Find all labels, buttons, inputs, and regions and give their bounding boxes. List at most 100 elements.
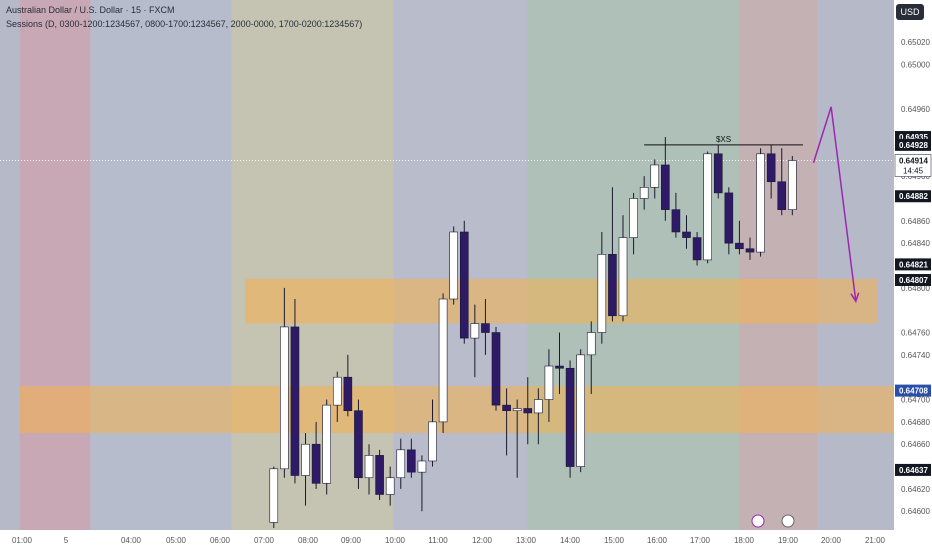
bullish-candle-body (470, 323, 480, 339)
time-tick-label: 20:00 (821, 536, 842, 545)
time-tick-label: 15:00 (604, 536, 625, 545)
bullish-candle-body (576, 354, 585, 467)
bullish-candle-body (650, 164, 660, 188)
price-label-box (895, 258, 931, 271)
bullish-candle-body (788, 160, 797, 210)
candle (385, 466, 395, 506)
sessions-indicator-label: Sessions (D, 0300-1200:1234567, 0800-170… (6, 19, 363, 29)
time-tick-label: 09:00 (341, 536, 362, 545)
bearish-candle-body (407, 449, 416, 473)
time-tick-label: 06:00 (210, 536, 231, 545)
liquidity-label: $XS (716, 135, 731, 144)
projection-arrowhead (850, 292, 860, 303)
session-band (231, 0, 394, 530)
price-label-box (895, 274, 931, 287)
bearish-candle-body (745, 248, 755, 253)
bullish-candle-body (449, 231, 458, 300)
bullish-candle-body (703, 153, 712, 261)
bearish-candle-body (290, 326, 300, 476)
bearish-candle-body (777, 181, 787, 210)
candle (523, 377, 533, 445)
flag-icon (781, 514, 795, 528)
bullish-candle-body (364, 455, 374, 479)
price-label-text: 0.64821 (899, 260, 928, 269)
candle (629, 192, 638, 255)
projection-path (812, 106, 857, 302)
candle (565, 360, 575, 478)
time-tick-label: 21:00 (865, 536, 886, 545)
bullish-candle-body (586, 332, 596, 356)
price-tick-label: 0.64860 (901, 217, 930, 226)
bearish-candle-body (502, 404, 511, 412)
price-label: 0.64807 (895, 274, 931, 287)
candle (597, 231, 607, 344)
price-label-text: 0.64928 (899, 141, 928, 150)
candle (322, 399, 331, 495)
price-label-text: 0.64708 (899, 387, 928, 396)
candle (576, 349, 585, 473)
price-label: 0.64882 (895, 190, 931, 203)
bearish-candle-body (692, 237, 702, 261)
candle (692, 231, 702, 266)
bearish-candle-body (565, 367, 575, 467)
candle (703, 151, 712, 264)
time-tick-label: 07:00 (254, 536, 275, 545)
candle (449, 226, 458, 305)
candle (354, 399, 363, 489)
bearish-candle-body (682, 231, 691, 238)
price-label-text: 0.64935 (899, 133, 928, 142)
price-tick-label: 0.64740 (901, 351, 930, 360)
candle (428, 399, 437, 467)
time-tick-label: 5 (64, 536, 69, 545)
candle (766, 144, 776, 199)
bullish-candle-body (534, 399, 543, 414)
candle (544, 349, 554, 422)
price-tick-label: 0.64700 (901, 396, 930, 405)
candle (618, 215, 628, 322)
bullish-candle-body (428, 421, 437, 462)
price-label: 0.64637 (895, 463, 931, 476)
session-band (19, 0, 91, 530)
bearish-candle-body (375, 455, 384, 495)
candle (639, 176, 649, 210)
price-label-text: 0.64882 (899, 192, 928, 201)
countdown-label: 14:45 (903, 167, 924, 176)
candle (438, 293, 448, 434)
time-tick-label: 16:00 (647, 536, 668, 545)
price-tick-label: 0.64800 (901, 284, 930, 293)
candle (481, 299, 490, 355)
bearish-candle-body (735, 242, 744, 250)
currency-button[interactable]: USD (896, 4, 924, 20)
time-tick-label: 13:00 (516, 536, 537, 545)
bullish-candle-body (597, 254, 607, 333)
candle (608, 187, 617, 322)
bearish-candle-body (713, 153, 723, 194)
candle (332, 371, 342, 422)
candle (375, 449, 384, 501)
bullish-candle-body (639, 187, 649, 199)
bullish-candle-body (544, 365, 554, 400)
candle (788, 156, 797, 216)
candle (311, 421, 321, 489)
candle (735, 220, 744, 255)
price-tick-label: 0.64760 (901, 329, 930, 338)
price-tick-label: 0.64620 (901, 485, 930, 494)
bearish-candle-body (608, 254, 617, 317)
bearish-candle-body (343, 376, 353, 412)
time-tick-label: 17:00 (690, 536, 711, 545)
bearish-candle-body (311, 443, 321, 484)
candle (502, 388, 511, 456)
candle (682, 215, 691, 249)
candle (756, 148, 765, 257)
price-label-box (895, 384, 931, 397)
supply-demand-zone (245, 278, 877, 324)
price-label-text: 0.64807 (899, 276, 928, 285)
candle (396, 438, 406, 489)
price-label: 0.64821 (895, 258, 931, 271)
price-tick-label: 0.65020 (901, 38, 930, 47)
bearish-candle-body (459, 231, 469, 339)
price-tick-label: 0.64660 (901, 440, 930, 449)
